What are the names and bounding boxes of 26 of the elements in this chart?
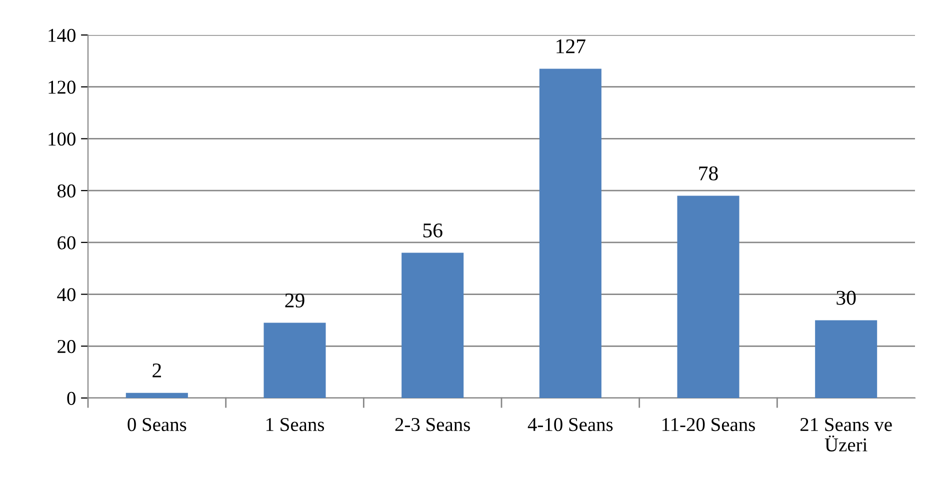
x-tick-label: 2-3 Seans [395,418,470,432]
x-tick-label: 11-20 Seans [662,418,755,432]
data-label: 30 [836,290,856,305]
x-tick-label: 1 Seans [266,418,324,432]
bar [539,68,602,398]
bar [126,392,188,398]
x-tick-label: 0 Seans [128,418,186,432]
data-label: 78 [699,166,718,180]
y-tick-label: 140 [48,28,76,42]
y-tick-label: 100 [48,132,76,146]
y-tick-label: 60 [58,236,76,250]
data-label: 2 [152,363,161,378]
x-tick-label: 4-10 Seans [528,418,613,432]
bar [815,320,878,398]
y-tick-label: 20 [58,340,76,354]
data-label: 127 [556,39,586,54]
data-label: 29 [285,293,304,308]
x-tick-label: 21 Seans ve Üzeri [800,418,892,452]
y-tick-label: 80 [57,184,76,198]
bar [264,322,326,398]
y-tick-label: 0 [67,392,76,405]
data-label: 56 [423,223,442,238]
bar [677,196,740,398]
y-tick-label: 120 [48,80,76,94]
bar [402,252,464,398]
y-tick-label: 40 [57,288,76,302]
